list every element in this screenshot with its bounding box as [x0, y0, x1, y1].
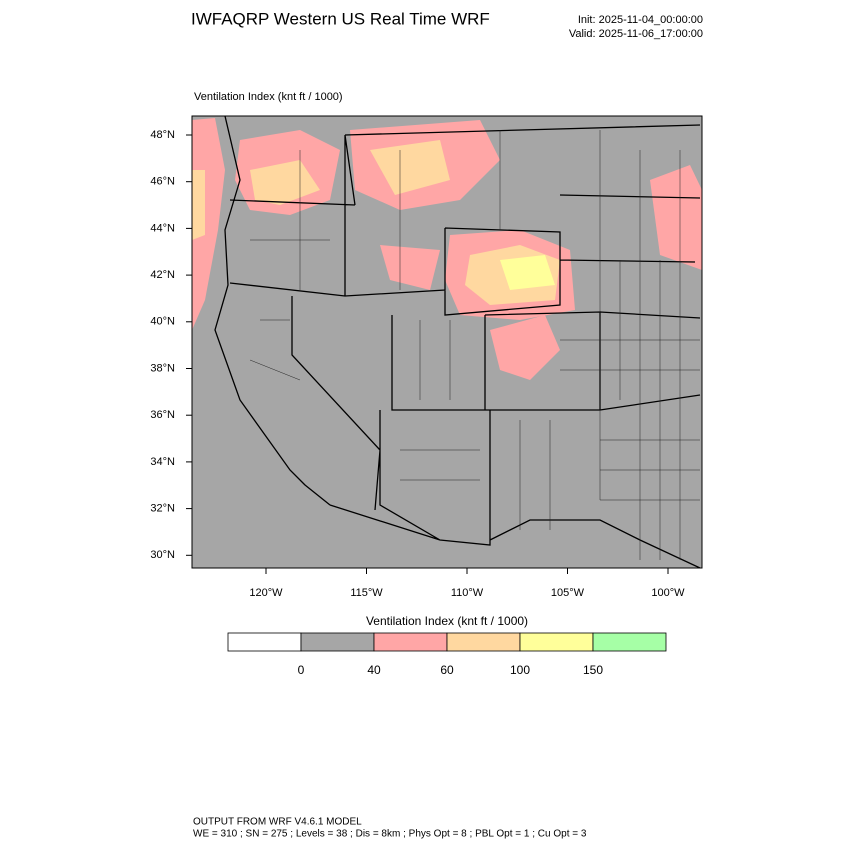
- area: [250, 160, 320, 205]
- colorbar-label: 150: [583, 663, 603, 677]
- lat-label: 48°N: [150, 129, 175, 141]
- lat-label: 34°N: [150, 456, 175, 468]
- colorbar-label: 60: [440, 663, 454, 677]
- colorbar-label: 0: [298, 663, 305, 677]
- colorbar-label: 100: [510, 663, 530, 677]
- lon-label: 120°W: [249, 587, 283, 599]
- lat-label: 44°N: [150, 222, 175, 234]
- colorbar-box: [300, 632, 375, 652]
- lat-labels: 48°N 46°N 44°N 42°N 40°N 38°N 36°N 34°N 32°N 30°N: [150, 129, 192, 561]
- lat-label: 46°N: [150, 176, 175, 188]
- colorbar-title: Ventilation Index (knt ft / 1000): [366, 614, 528, 628]
- lon-label: 105°W: [551, 587, 585, 599]
- lat-label: 32°N: [150, 503, 175, 515]
- lat-label: 42°N: [150, 269, 175, 281]
- footer-line: OUTPUT FROM WRF V4.6.1 MODEL: [193, 817, 362, 828]
- colorbar-box: [373, 632, 448, 652]
- area: [380, 245, 440, 290]
- colorbar: 0 40 60 100 150: [227, 632, 667, 677]
- lat-label: 30°N: [150, 549, 175, 561]
- footer-line: WE = 310 ; SN = 275 ; Levels = 38 ; Dis …: [193, 829, 587, 840]
- lat-label: 38°N: [150, 362, 175, 374]
- area: [500, 255, 555, 290]
- lat-label: 40°N: [150, 316, 175, 328]
- coastal-area: [192, 170, 205, 240]
- colorbar-box: [592, 632, 667, 652]
- lon-label: 100°W: [651, 587, 685, 599]
- colorbar-box: [519, 632, 594, 652]
- map: [191, 115, 703, 569]
- colorbar-box: [446, 632, 521, 652]
- area: [650, 165, 702, 270]
- title: IWFAQRP Western US Real Time WRF: [191, 9, 490, 28]
- lon-label: 115°W: [350, 587, 383, 599]
- init-time: Init: 2025-11-04_00:00:00: [578, 14, 703, 26]
- lat-label: 36°N: [150, 409, 175, 421]
- map-frame: [191, 115, 703, 569]
- lon-label: 110°W: [451, 587, 484, 599]
- valid-time: Valid: 2025-11-06_17:00:00: [569, 28, 703, 40]
- colorbar-label: 40: [367, 663, 381, 677]
- colorbar-box: [227, 632, 302, 652]
- area: [490, 315, 560, 380]
- map-subtitle: Ventilation Index (knt ft / 1000): [194, 91, 343, 103]
- lon-labels: 120°W 115°W 110°W 105°W 100°W: [249, 568, 685, 599]
- area: [370, 140, 450, 195]
